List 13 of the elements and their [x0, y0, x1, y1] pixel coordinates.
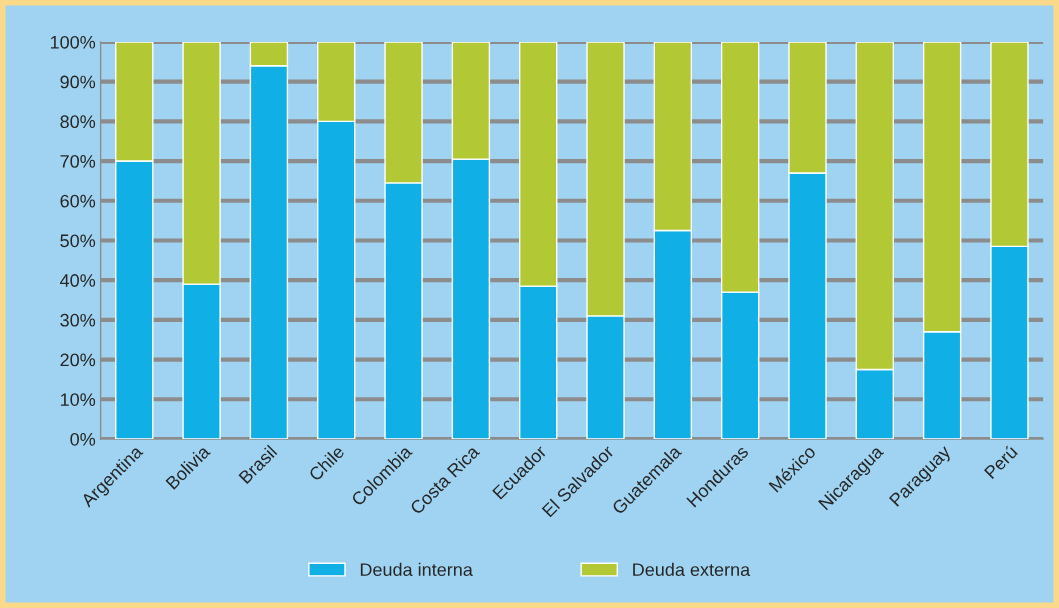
- legend-label: Deuda externa: [633, 562, 751, 577]
- y-tick-label: 80%: [60, 115, 96, 129]
- y-tick-label: 20%: [60, 353, 96, 367]
- y-tick-label: 60%: [60, 194, 96, 208]
- y-tick-label: 30%: [60, 313, 96, 327]
- y-tick-label: 0%: [70, 432, 96, 446]
- y-tick-label: 10%: [60, 393, 96, 406]
- y-tick-label: 40%: [60, 274, 96, 287]
- y-tick-label: 70%: [60, 154, 96, 168]
- legend-label: Deuda interna: [360, 562, 473, 577]
- y-tick-label: 50%: [60, 234, 96, 248]
- y-tick-label: 90%: [60, 75, 96, 89]
- y-tick-label: 100%: [50, 35, 96, 49]
